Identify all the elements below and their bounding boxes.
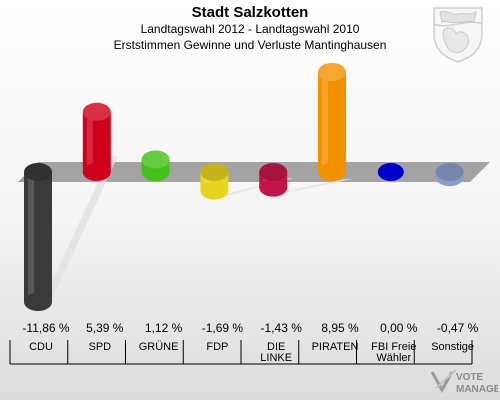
chart-subtitle-detail: Erststimmen Gewinne und Verluste Manting… [113, 38, 387, 52]
zero-line-band [18, 162, 490, 182]
value-label: 0,00 % [380, 321, 418, 335]
chart-title: Stadt Salzkotten [191, 4, 309, 21]
bar [259, 163, 288, 197]
value-label: 5,39 % [86, 321, 124, 335]
bar-shadow [40, 156, 118, 308]
category-label: FDP [206, 341, 228, 353]
value-label: -11,86 % [22, 321, 69, 335]
logo-text-bottom: MANAGER [456, 384, 498, 395]
category-label: SPD [88, 341, 111, 353]
category-label: DIE [267, 341, 285, 353]
coat-of-arms-icon [433, 7, 483, 63]
bar [435, 163, 464, 187]
bar [82, 102, 111, 181]
category-label: CDU [29, 341, 53, 353]
category-label: FBI Freie [371, 341, 416, 353]
category-label: Sonstige [431, 341, 474, 353]
bar [24, 163, 52, 311]
bar-shadow [451, 181, 500, 184]
value-label: 8,95 % [321, 321, 359, 335]
value-label: -1,43 % [261, 321, 303, 335]
category-label: LINKE [260, 352, 292, 364]
value-label: 1,12 % [145, 321, 183, 335]
value-label: -0,47 % [437, 321, 479, 335]
votemanager-logo: VOTE MANAGER [430, 369, 498, 395]
bar [200, 163, 229, 200]
bar [377, 163, 404, 181]
category-label: Wähler [376, 352, 411, 364]
bar [141, 150, 170, 181]
category-label: PIRATEN [312, 341, 359, 353]
category-label: GRÜNE [139, 341, 179, 353]
bar-shadow [275, 178, 354, 194]
logo-text-top: VOTE [456, 372, 484, 383]
value-label: -1,69 % [202, 321, 244, 335]
bar [318, 63, 346, 181]
chart-subtitle: Landtagswahl 2012 - Landtagswahl 2010 [140, 22, 360, 36]
